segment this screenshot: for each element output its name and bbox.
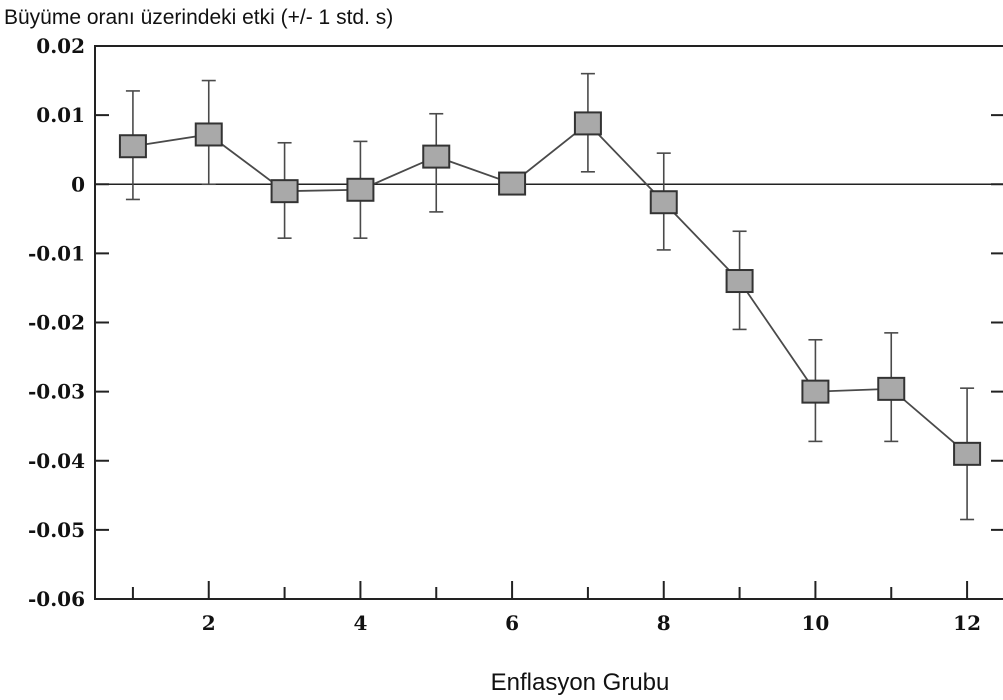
y-tick-label: -0.05	[28, 518, 85, 542]
plot-frame	[94, 45, 1003, 600]
data-point	[270, 179, 299, 204]
data-point	[953, 441, 982, 466]
data-point	[422, 144, 451, 169]
x-tick-label: 2	[202, 611, 216, 635]
x-tick-label: 8	[657, 611, 671, 635]
data-point	[725, 269, 754, 294]
y-axis: 0.02 0.01 0 -0.01 -0.02 -0.03 -0.04 -0.05 -0.06	[28, 34, 1003, 611]
y-tick-label: -0.01	[28, 241, 85, 265]
data-point	[498, 171, 527, 196]
data-point	[801, 379, 830, 404]
y-tick-label: -0.06	[28, 587, 85, 611]
y-tick-label: 0.01	[36, 103, 85, 127]
data-point	[118, 134, 147, 159]
data-point	[194, 122, 223, 147]
y-tick-label: 0	[71, 172, 85, 196]
y-tick-label: 0.02	[36, 34, 85, 58]
chart-title: Büyüme oranı üzerindeki etki (+/- 1 std.…	[4, 6, 393, 29]
series-line	[132, 122, 968, 455]
series	[118, 72, 982, 521]
y-tick-label: -0.04	[28, 449, 85, 473]
data-point	[877, 376, 906, 401]
x-tick-label: 12	[953, 611, 981, 635]
y-tick-label: -0.03	[28, 380, 85, 404]
x-tick-label: 4	[353, 611, 367, 635]
y-tick-label: -0.02	[28, 311, 85, 335]
x-axis: 2 4 6 8 10 12	[131, 581, 981, 635]
x-axis-label: Enflasyon Grubu	[491, 669, 670, 696]
x-tick-label: 10	[801, 611, 829, 635]
data-point	[649, 190, 678, 215]
data-point	[346, 177, 375, 202]
x-tick-label: 6	[505, 611, 519, 635]
data-point	[573, 111, 602, 136]
